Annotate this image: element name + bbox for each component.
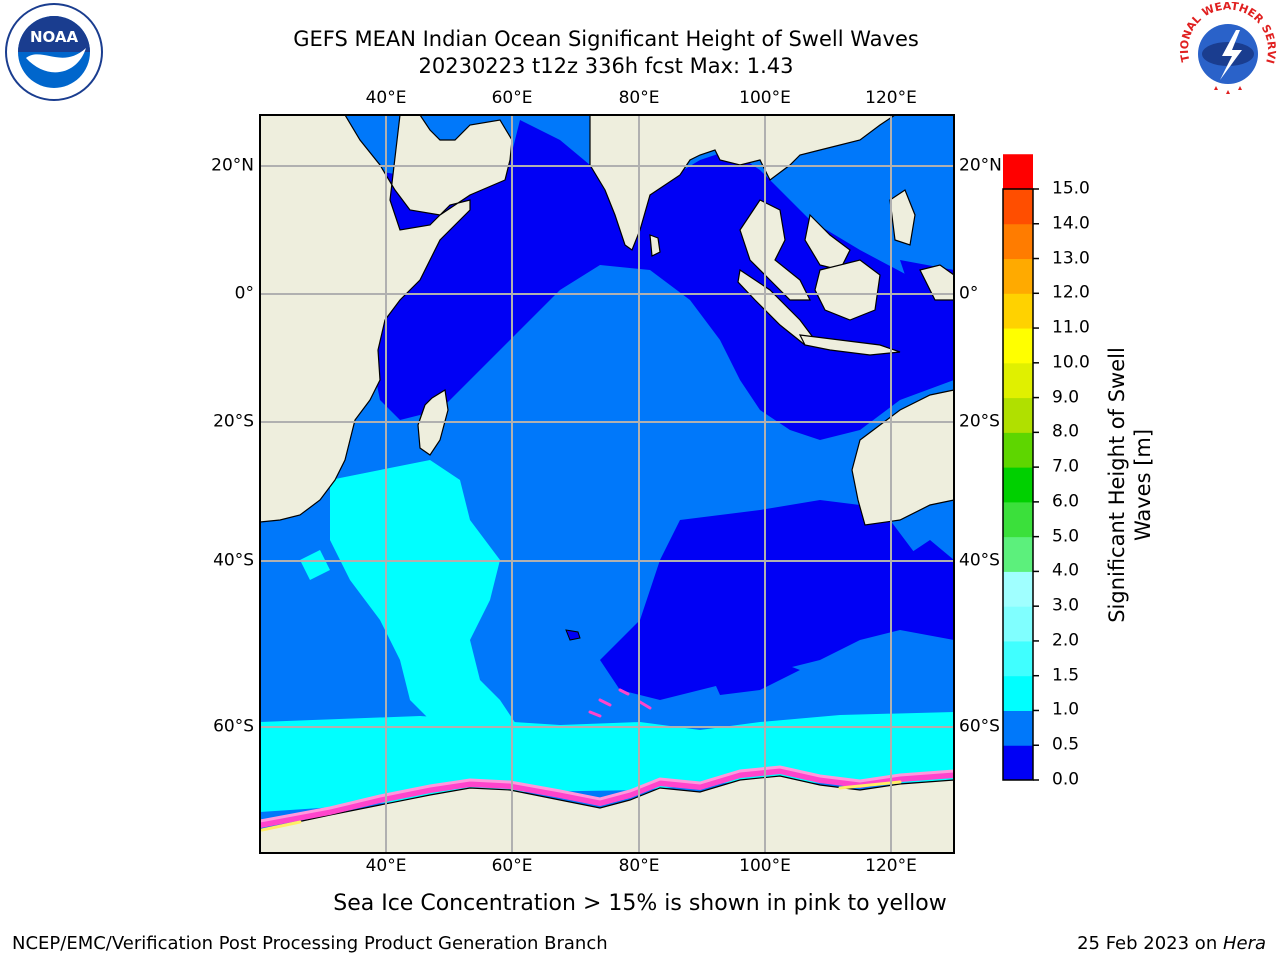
colorbar-tick-label: 2.0: [1052, 630, 1080, 651]
lat-tick-left-20S: 20°S: [213, 411, 254, 432]
colorbar-tick-label: 1.5: [1052, 665, 1080, 686]
lat-tick-left-0: 0°: [234, 283, 254, 304]
map-subtitle: 20230223 t12z 336h fcst Max: 1.43: [418, 54, 794, 78]
colorbar-tick-label: 5.0: [1052, 526, 1080, 547]
lon-tick-bottom-120E: 120°E: [865, 856, 917, 876]
colorbar-tick-label: 9.0: [1052, 387, 1080, 408]
colorbar-tick-label: 15.0: [1052, 178, 1090, 199]
lat-tick-right-0: 0°: [959, 283, 979, 304]
colorbar-tick-label: 7.0: [1052, 456, 1080, 477]
map-title: GEFS MEAN Indian Ocean Significant Heigh…: [293, 27, 919, 51]
lon-tick-top-40E: 40°E: [365, 88, 407, 108]
colorbar-tick-label: 13.0: [1052, 248, 1090, 269]
svg-text:NOAA: NOAA: [30, 28, 79, 46]
lon-tick-top-120E: 120°E: [865, 88, 917, 108]
map-grid: [260, 115, 954, 853]
colorbar-tick-label: 6.0: [1052, 491, 1080, 512]
colorbar-tick-label: 0.5: [1052, 734, 1080, 755]
colorbar-tick-label: 10.0: [1052, 352, 1090, 373]
nws-logo: NATIONAL WEATHER SERVICE: [1178, 2, 1278, 100]
lon-tick-bottom-80E: 80°E: [618, 856, 660, 876]
lat-tick-left-20N: 20°N: [211, 155, 254, 176]
lon-tick-bottom-40E: 40°E: [365, 856, 407, 876]
footer-host: Hera: [1222, 933, 1266, 954]
colorbar-tick-label: 11.0: [1052, 317, 1090, 338]
noaa-logo: NOAA: [5, 3, 103, 101]
colorbar-tick-label: 4.0: [1052, 560, 1080, 581]
lon-tick-bottom-100E: 100°E: [739, 856, 791, 876]
colorbar-tick-label: 8.0: [1052, 421, 1080, 442]
colorbar-tick-label: 12.0: [1052, 282, 1090, 303]
colorbar-label: Significant Height of Swell Waves [m]: [1105, 347, 1155, 623]
colorbar-tick-label: 0.0: [1052, 769, 1080, 790]
footer-branch: NCEP/EMC/Verification Post Processing Pr…: [12, 933, 608, 954]
lon-tick-top-100E: 100°E: [739, 88, 791, 108]
colorbar-tick-label: 3.0: [1052, 595, 1080, 616]
lat-tick-right-40S: 40°S: [959, 550, 1000, 571]
lon-tick-top-60E: 60°E: [491, 88, 533, 108]
lat-tick-left-60S: 60°S: [213, 716, 254, 737]
lon-tick-bottom-60E: 60°E: [491, 856, 533, 876]
colorbar-tick-label: 14.0: [1052, 213, 1090, 234]
footer-date: 25 Feb 2023 on Hera: [1077, 933, 1266, 954]
sea-ice-edge: [260, 688, 954, 832]
lat-tick-left-40S: 40°S: [213, 550, 254, 571]
map-frame: [259, 114, 955, 854]
kerguelen-island: [565, 629, 581, 641]
colorbar-tick-label: 1.0: [1052, 699, 1080, 720]
lon-tick-top-80E: 80°E: [618, 88, 660, 108]
lat-tick-right-20S: 20°S: [959, 411, 1000, 432]
lat-tick-right-20N: 20°N: [959, 155, 1002, 176]
lat-tick-right-60S: 60°S: [959, 716, 1000, 737]
sea-ice-note: Sea Ice Concentration > 15% is shown in …: [333, 891, 947, 916]
